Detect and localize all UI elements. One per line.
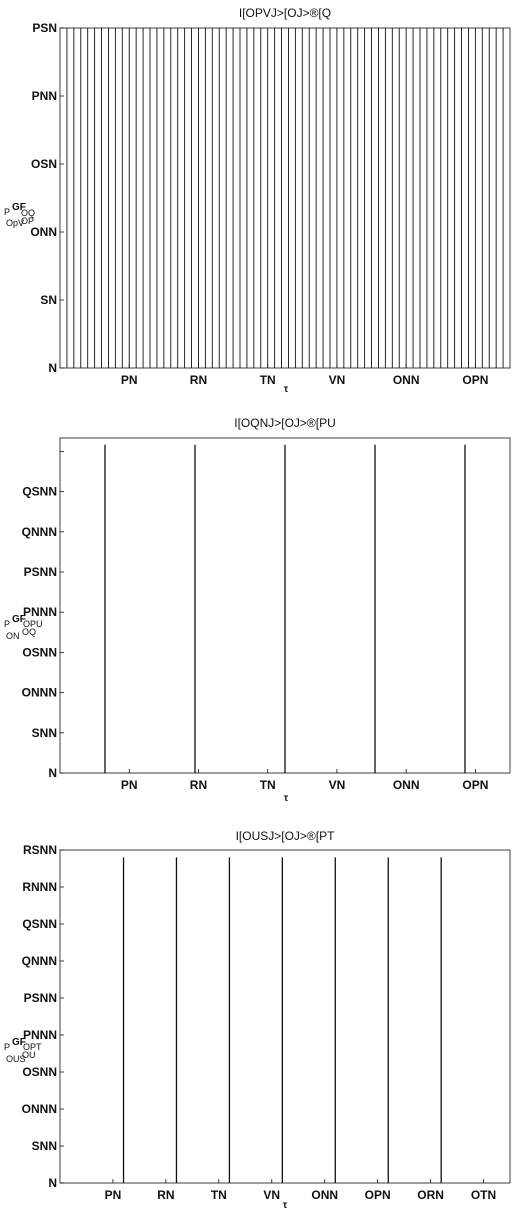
chart-3-plot-frame [59,849,511,1184]
chart-3-marks [122,857,442,1183]
chart-3-y-tick-label: SNN [32,1139,57,1153]
chart-2-y-label-sub2: OPU [23,619,43,629]
chart-panel-3: I[OUSJ>[OJ>®[PT PN RN TN VN ONN OPN ORN OTN N SN… [4,829,511,1211]
chart-3-x-tick-label: RN [157,1188,174,1202]
chart-1-y-label-p: P [4,207,10,217]
chart-3-x-axis-label: τ [283,1200,288,1211]
chart-3-y-tick-label: ONNN [22,1102,57,1116]
chart-panel-1: I[OPVJ>[OJ>®[Q PN RN TN VN ONN OPN N SN ONN OSN P… [4,6,511,395]
chart-3-y-label-sub3: OU [22,1050,36,1060]
chart-1-y-axis-label: P GF OpV OQ OP [4,202,35,228]
chart-2-y-tick-label: QNNN [22,525,57,539]
chart-1-y-ticks: N SN ONN OSN PNN PSN [30,21,64,375]
chart-2-title: I[OQNJ>[OJ>®[PU [234,416,336,430]
chart-1-x-tick-label: PN [121,373,138,387]
chart-1-y-label-sub2: OQ [21,208,35,218]
chart-3-y-label-sub1: OUS [6,1054,26,1064]
chart-3-y-label-p: P [4,1042,10,1052]
chart-3-y-ticks: N SNN ONNN OSNN PNNN PSNN QNNN QSNN RNNN RSNN [22,843,64,1190]
chart-2-y-label-p: P [4,619,10,629]
chart-3-x-tick-label: VN [263,1188,280,1202]
chart-2-x-tick-label: PN [121,778,138,792]
chart-2-y-label-sub1: ON [6,631,20,641]
chart-1-title: I[OPVJ>[OJ>®[Q [239,6,331,20]
chart-1-y-tick-label: N [48,361,57,375]
chart-3-y-tick-label: PNNN [23,1028,57,1042]
chart-1-x-ticks: PN RN TN VN ONN OPN [121,364,488,387]
chart-2-x-tick-label: TN [260,778,276,792]
chart-2-y-label-sub3: OQ [22,627,36,637]
chart-2-x-tick-label: RN [190,778,207,792]
chart-2-y-axis-label: P GF ON OPU OQ [4,614,43,641]
chart-1-y-tick-label: PNN [32,89,57,103]
chart-1-x-axis-label: τ [284,384,289,395]
chart-3-y-tick-label: OSNN [22,1065,57,1079]
chart-1-y-label-sub3: OP [21,216,34,226]
chart-2-marks [104,444,466,773]
chart-3-y-label-sub2: OPT [23,1042,42,1052]
chart-1-marks [66,28,504,368]
chart-1-y-tick-label: SN [40,293,57,307]
chart-2-x-ticks: PN RN TN VN ONN OPN [121,769,488,792]
chart-3-y-label-gf: GF [12,1037,26,1048]
chart-1-x-tick-label: RN [190,373,207,387]
chart-3-y-tick-label: PSNN [24,991,57,1005]
chart-3-x-tick-label: ORN [417,1188,444,1202]
chart-2-y-tick-label: PSNN [24,565,57,579]
chart-3-x-tick-label: OTN [471,1188,496,1202]
chart-panel-2: I[OQNJ>[OJ>®[PU PN RN TN VN ONN OPN N SNN ONNN O… [4,416,511,804]
chart-1-x-tick-label: TN [260,373,276,387]
chart-3-x-tick-label: OPN [365,1188,391,1202]
chart-2-y-ticks: N SNN ONNN OSNN PNNN PSNN QNNN QSNN [22,450,64,780]
chart-2-y-tick-label: OSNN [22,645,57,659]
chart-1-x-tick-label: VN [329,373,346,387]
chart-2-y-tick-label: N [48,766,57,780]
chart-2-x-tick-label: ONN [393,778,420,792]
chart-3-x-tick-label: ONN [311,1188,338,1202]
chart-2-y-tick-label: ONNN [22,686,57,700]
chart-2-x-tick-label: VN [329,778,346,792]
chart-3-y-axis-label: P GF OUS OPT OU [4,1037,42,1064]
chart-1-y-tick-label: ONN [30,225,57,239]
chart-3-x-ticks: PN RN TN VN ONN OPN ORN OTN [105,1179,496,1202]
chart-1-plot-frame [59,27,511,369]
chart-1-y-label-sub1: OpV [6,218,24,228]
chart-3-y-tick-label: QSNN [22,917,57,931]
chart-1-y-tick-label: OSN [31,157,57,171]
chart-2-y-tick-label: QSNN [22,485,57,499]
chart-1-x-tick-label: OPN [462,373,488,387]
chart-3-y-tick-label: N [48,1176,57,1190]
chart-3-y-tick-label: QNNN [22,954,57,968]
chart-2-x-tick-label: OPN [462,778,488,792]
chart-1-y-tick-label: PSN [32,21,57,35]
chart-1-y-label-gf: GF [12,202,26,213]
chart-2-y-label-gf: GF [12,614,26,625]
chart-2-y-tick-label: SNN [32,726,57,740]
chart-3-y-tick-label: RSNN [23,843,57,857]
chart-2-x-axis-label: τ [284,793,289,804]
chart-1-x-tick-label: ONN [393,373,420,387]
chart-3-x-tick-label: PN [105,1188,122,1202]
chart-3-x-tick-label: TN [211,1188,227,1202]
chart-3-y-tick-label: RNNN [22,880,57,894]
chart-2-y-tick-label: PNNN [23,605,57,619]
chart-3-title: I[OUSJ>[OJ>®[PT [236,829,336,843]
